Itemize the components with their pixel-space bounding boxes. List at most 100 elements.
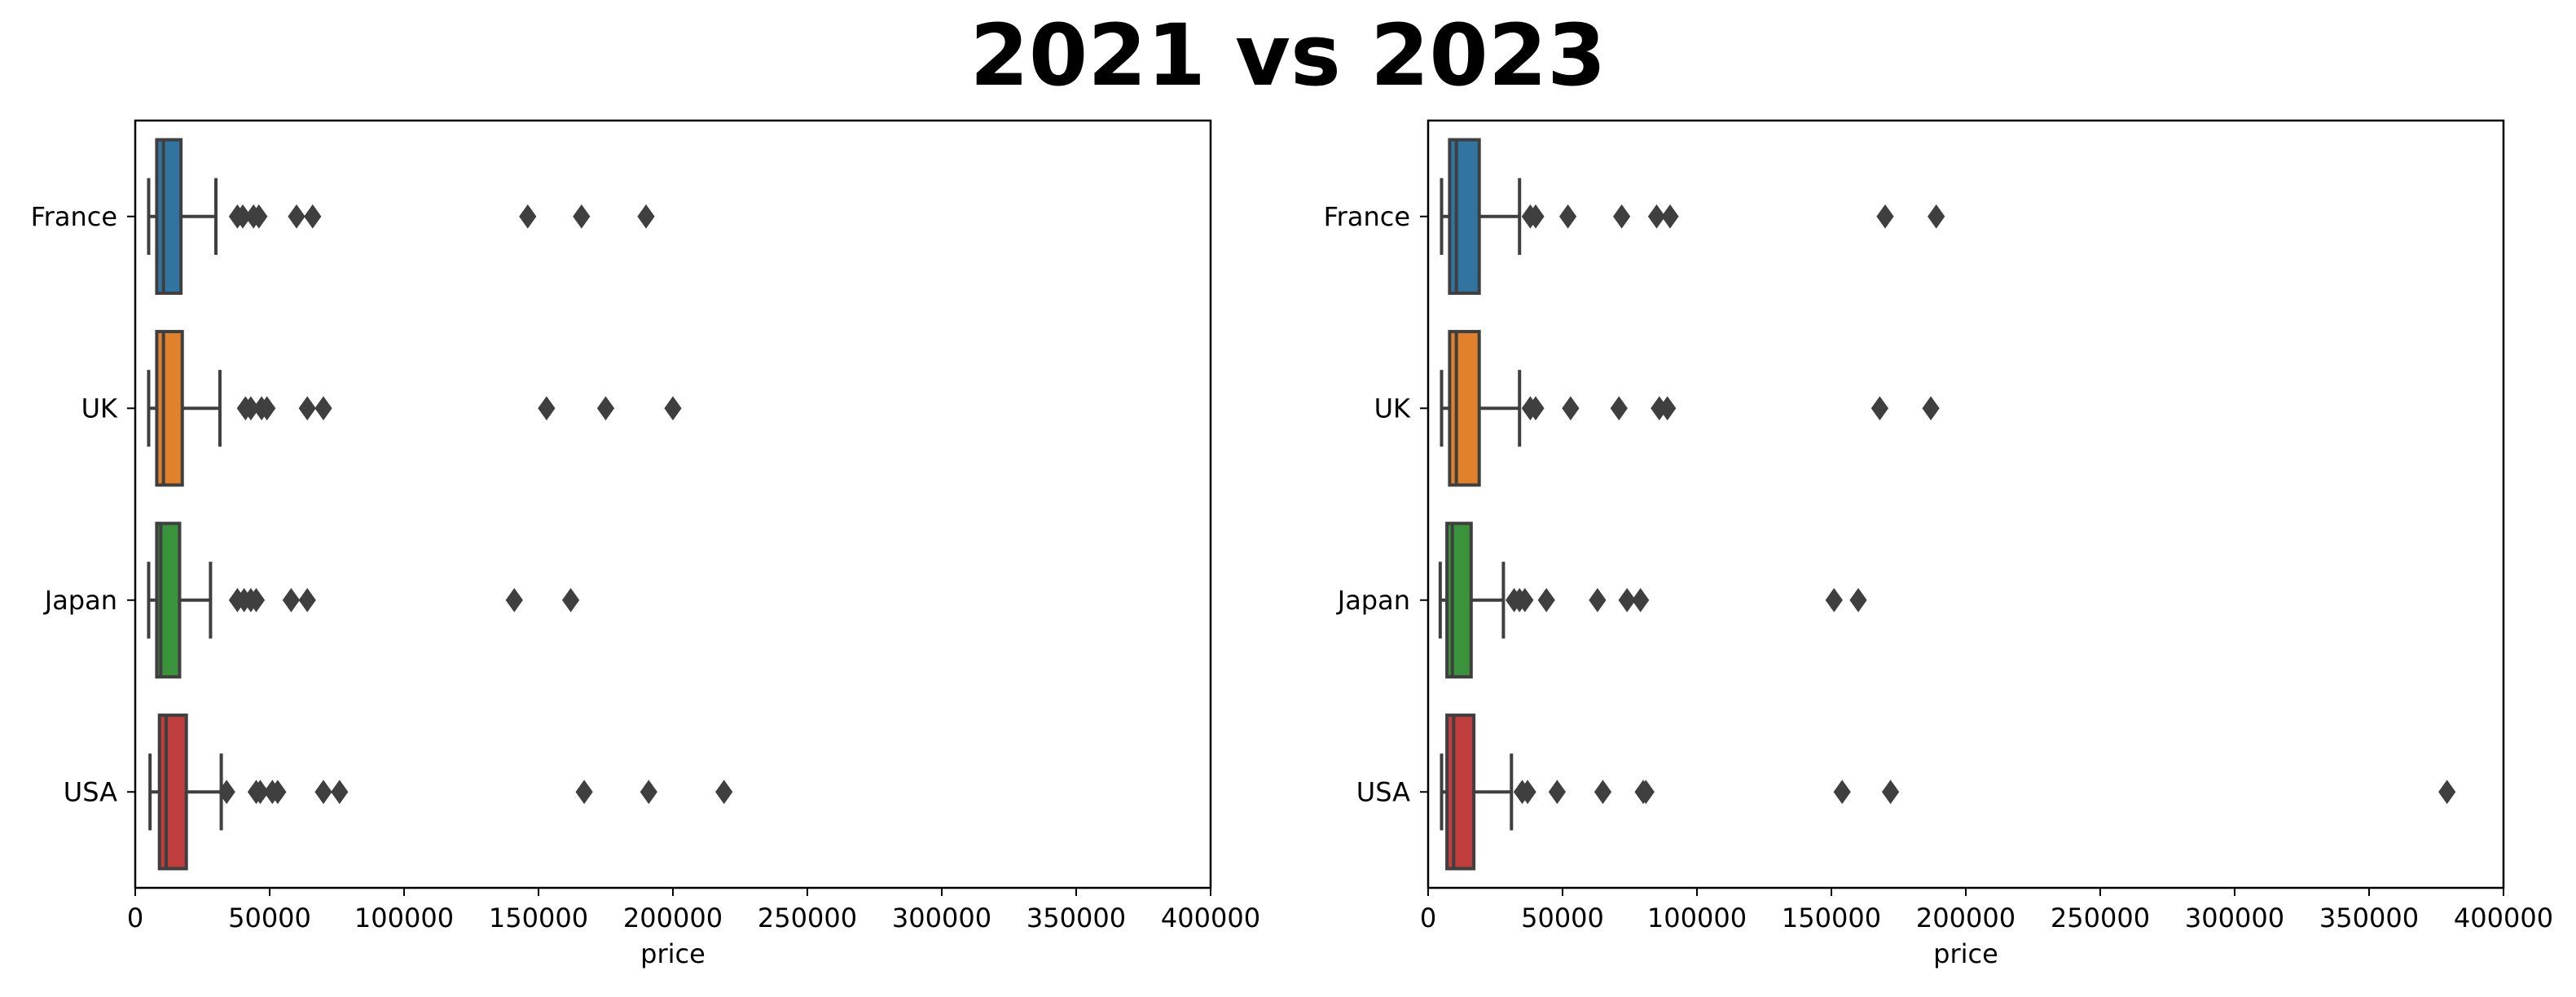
left-x-tick-label: 300000	[892, 903, 991, 933]
right-x-tick-label: 0	[1420, 903, 1436, 933]
outlier-point	[1548, 780, 1567, 805]
outlier-point	[1870, 396, 1889, 421]
outlier-point	[1881, 780, 1900, 805]
iqr-box	[1445, 521, 1473, 679]
outlier-point	[664, 396, 682, 421]
left-y-tick-label: USA	[64, 776, 117, 807]
outlier-point	[1537, 587, 1555, 613]
outlier-point	[218, 780, 235, 805]
outlier-point	[2438, 780, 2456, 805]
left-chart-panel: France UK Japan USA 0 50000 100000 150000 200000…	[31, 119, 1260, 969]
left-x-tick-label: 350000	[1026, 903, 1126, 933]
outlier-point	[247, 587, 266, 613]
iqr-box	[1448, 138, 1481, 295]
outlier-point	[269, 780, 287, 805]
outlier-point	[1632, 587, 1650, 613]
outlier-point	[575, 780, 593, 805]
right-box-uk	[1440, 330, 1940, 487]
outlier-point	[1849, 587, 1867, 613]
right-x-tick-label: 150000	[1782, 903, 1881, 933]
outlier-point	[314, 396, 332, 421]
outlier-point	[1589, 587, 1607, 613]
right-box-usa	[1440, 714, 2456, 871]
outlier-point	[1519, 780, 1536, 805]
outlier-point	[1610, 396, 1628, 421]
right-chart-panel: France UK Japan USA 0 50000 100000 150000 200000…	[1324, 119, 2553, 969]
outlier-point	[640, 780, 657, 805]
outlier-point	[1594, 780, 1612, 805]
iqr-box	[155, 330, 184, 487]
left-y-tick-label: UK	[81, 393, 118, 424]
left-box-france	[147, 138, 655, 295]
outlier-point	[1922, 396, 1940, 421]
right-y-tick-label: Japan	[1336, 585, 1410, 616]
outlier-point	[519, 204, 537, 229]
outlier-point	[331, 780, 349, 805]
outlier-point	[282, 587, 301, 613]
left-x-tick-label: 50000	[228, 903, 311, 933]
outlier-point	[715, 780, 733, 805]
outlier-point	[1876, 204, 1894, 229]
outlier-point	[1661, 204, 1679, 229]
outlier-point	[304, 204, 322, 229]
figure-title: 2021 vs 2023	[969, 6, 1607, 105]
outlier-point	[288, 204, 306, 229]
outlier-point	[1833, 780, 1851, 805]
outlier-point	[596, 396, 615, 421]
left-box-usa	[148, 714, 733, 871]
outlier-point	[1928, 204, 1945, 229]
left-box-japan	[147, 521, 580, 679]
right-y-tick-label: UK	[1374, 393, 1411, 424]
right-x-tick-label: 250000	[2051, 903, 2150, 933]
left-x-tick-label: 100000	[354, 903, 454, 933]
left-x-tick-label: 400000	[1161, 903, 1260, 933]
right-y-tick-label: France	[1324, 201, 1410, 232]
outlier-point	[637, 204, 655, 229]
left-x-axis-label: price	[640, 938, 706, 969]
outlier-point	[314, 780, 332, 805]
right-x-axis-label: price	[1933, 938, 1998, 969]
right-x-tick-label: 400000	[2454, 903, 2553, 933]
left-y-tick-label: Japan	[43, 585, 117, 616]
outlier-point	[1659, 396, 1677, 421]
outlier-point	[250, 204, 268, 229]
outlier-point	[1527, 204, 1545, 229]
left-x-tick-label: 250000	[758, 903, 857, 933]
left-y-tick-label: France	[31, 201, 117, 232]
outlier-point	[573, 204, 591, 229]
outlier-point	[505, 587, 523, 613]
outlier-point	[298, 587, 316, 613]
right-box-japan	[1438, 521, 1867, 679]
right-box-france	[1440, 138, 1945, 295]
outlier-point	[1637, 780, 1655, 805]
outlier-point	[251, 780, 270, 805]
right-x-tick-label: 300000	[2185, 903, 2284, 933]
left-box-uk	[147, 330, 682, 487]
outlier-point	[1562, 396, 1580, 421]
left-plot-frame	[134, 119, 1212, 889]
iqr-box	[155, 138, 183, 295]
outlier-point	[1618, 587, 1636, 613]
right-x-tick-label: 350000	[2319, 903, 2419, 933]
outlier-point	[1825, 587, 1843, 613]
outlier-point	[561, 587, 580, 613]
outlier-point	[1647, 204, 1666, 229]
left-x-tick-label: 200000	[623, 903, 723, 933]
right-y-tick-label: USA	[1356, 776, 1410, 807]
outlier-point	[538, 396, 556, 421]
outlier-point	[1612, 204, 1631, 229]
outlier-point	[1527, 396, 1545, 421]
right-plot-frame	[1426, 119, 2505, 889]
iqr-box	[1448, 330, 1481, 487]
right-x-tick-label: 200000	[1916, 903, 2016, 933]
right-x-tick-label: 50000	[1521, 903, 1604, 933]
iqr-box	[157, 714, 188, 871]
left-x-tick-label: 0	[127, 903, 143, 933]
right-x-tick-label: 100000	[1647, 903, 1747, 933]
outlier-point	[1558, 204, 1577, 229]
outlier-point	[298, 396, 316, 421]
outlier-point	[258, 396, 276, 421]
iqr-box	[1445, 714, 1476, 871]
outlier-point	[1516, 587, 1534, 613]
